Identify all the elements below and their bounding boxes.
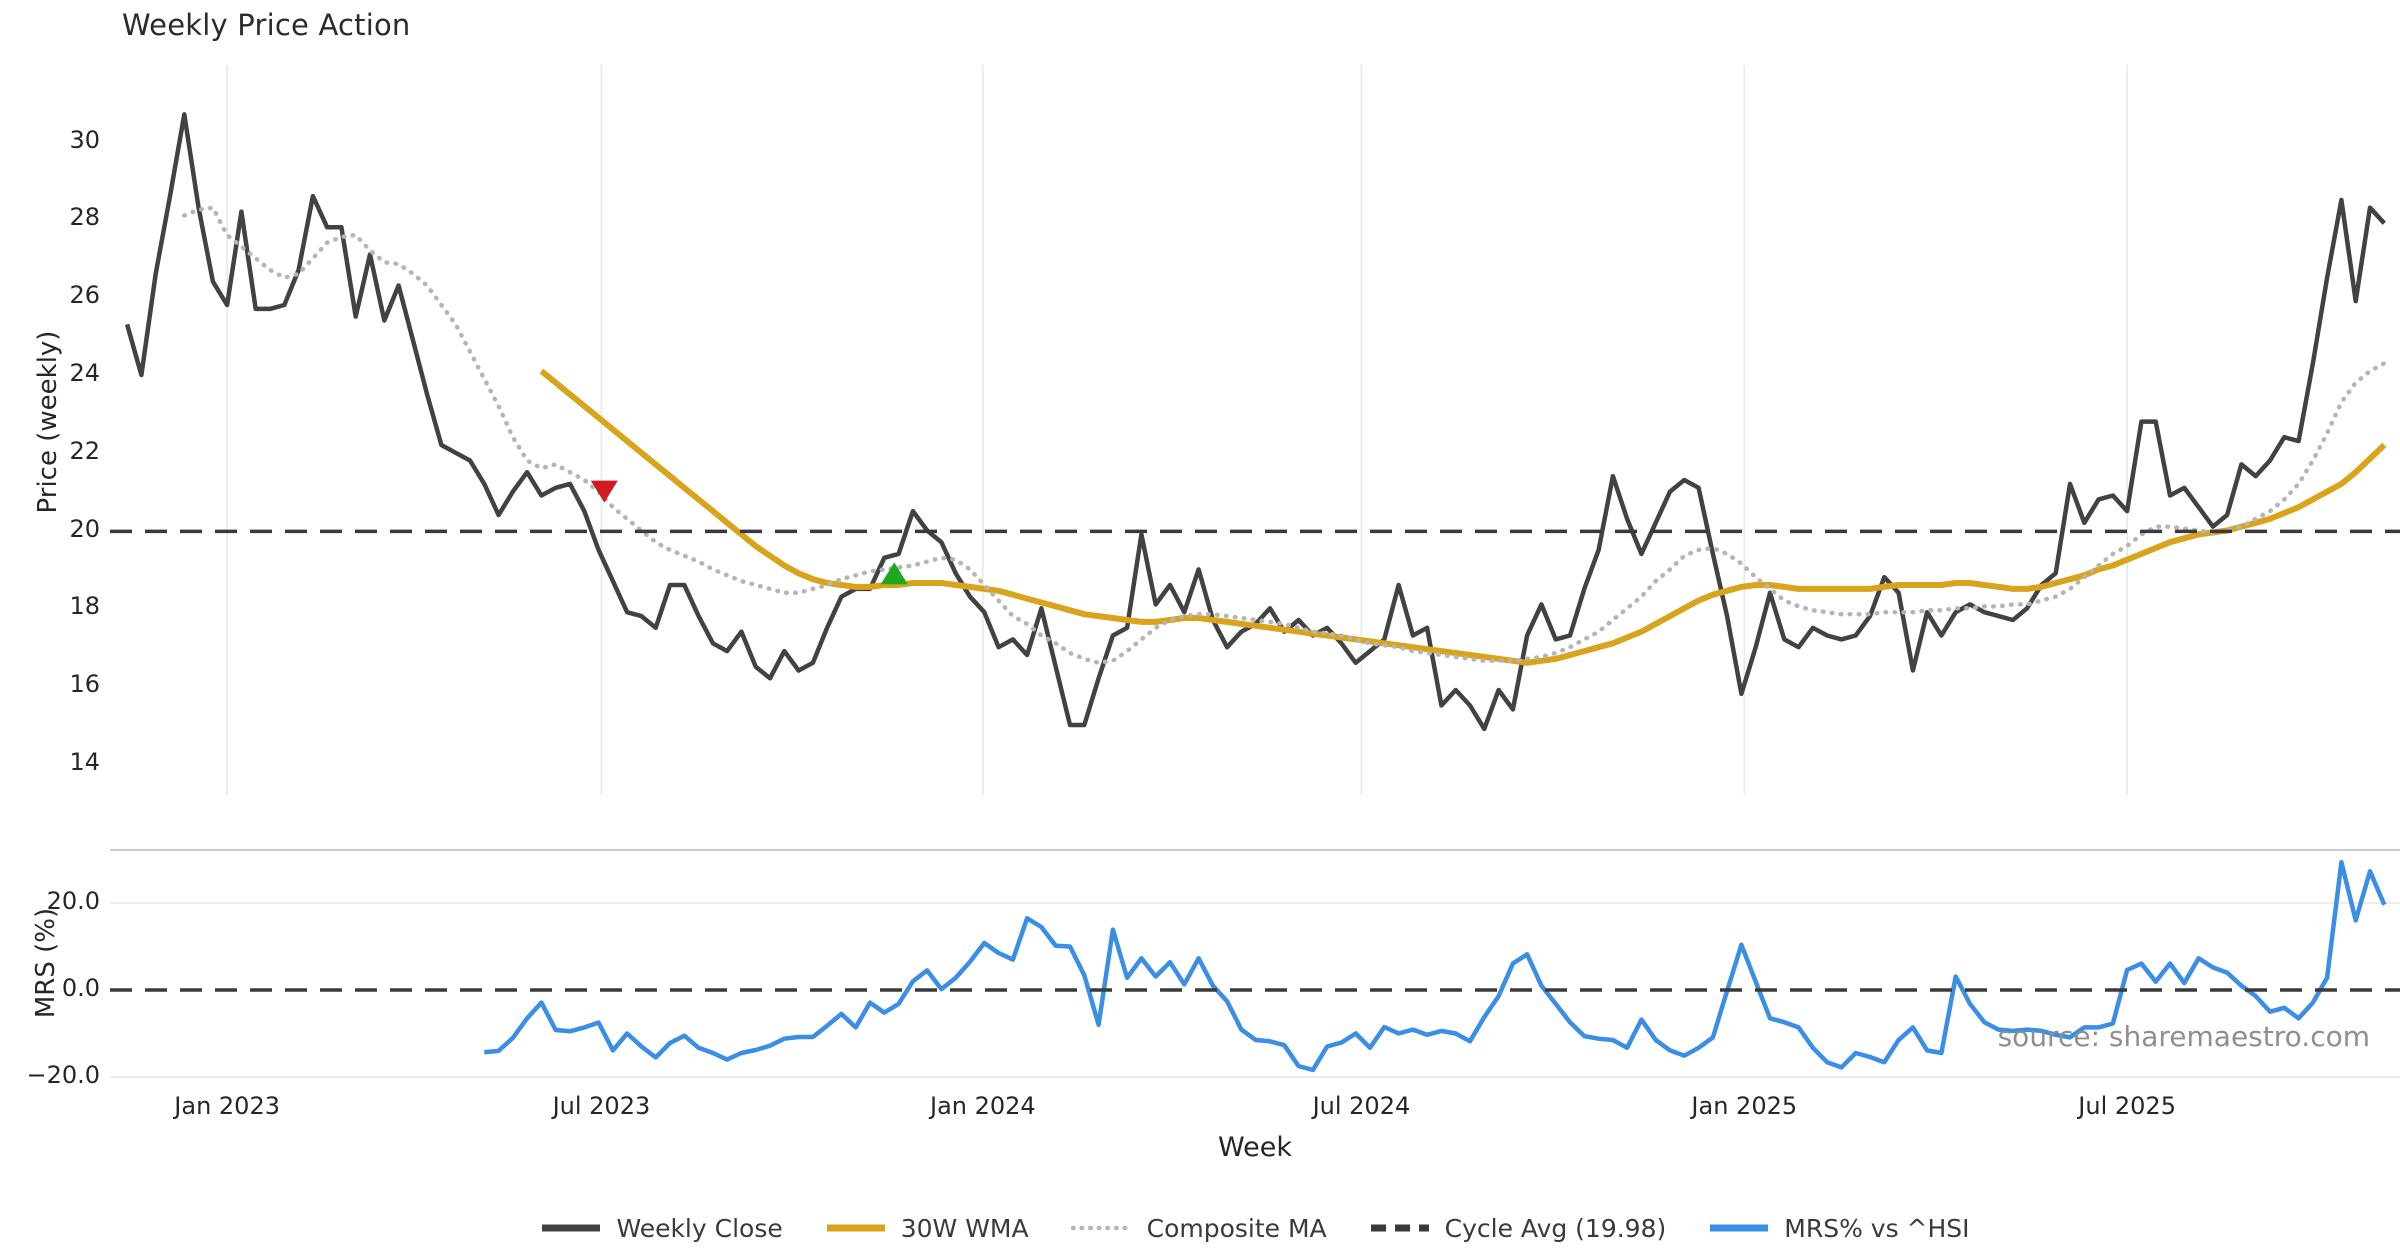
legend-label: Cycle Avg (19.98) [1444, 1213, 1667, 1243]
buy-signal-marker-icon [880, 562, 908, 585]
price-panel-svg [110, 65, 2400, 795]
y-tick-label: 18 [69, 592, 100, 621]
legend: Weekly Close 30W WMA Composite MA Cycle Avg… [110, 1202, 2400, 1254]
legend-label: Composite MA [1146, 1213, 1327, 1243]
x-axis-label: Week [1218, 1132, 1292, 1163]
legend-line-swatch-icon [1710, 1224, 1769, 1232]
legend-item-cycle-avg-19-98-: Cycle Avg (19.98) [1369, 1213, 1667, 1243]
y-tick-label: 26 [69, 281, 100, 310]
x-tick-label: Jan 2025 [1691, 1092, 1798, 1120]
legend-line-swatch-icon [1070, 1225, 1133, 1231]
legend-item-weekly-close: Weekly Close [540, 1213, 783, 1243]
y-tick-label: 24 [69, 358, 100, 387]
series-weekly-close [124, 112, 2386, 732]
series-composite-ma [182, 205, 2387, 666]
y-tick-label: 20 [69, 514, 100, 543]
x-tick-label: Jan 2024 [929, 1092, 1036, 1120]
source-note: source: sharemaestro.com [1997, 1020, 2370, 1053]
y-tick-label: 30 [69, 125, 100, 154]
legend-line-swatch-icon [1370, 1224, 1429, 1232]
y-tick-label: −20.0 [26, 1060, 100, 1089]
x-tick-label: Jul 2023 [552, 1092, 651, 1120]
price-panel [110, 65, 2400, 795]
page-title: Weekly Price Action [122, 8, 411, 42]
sell-signal-marker-icon [590, 480, 618, 503]
legend-item-30w-wma: 30W WMA [825, 1214, 1029, 1243]
mrs-panel-svg [110, 859, 2400, 1078]
x-tick-label: Jul 2024 [1312, 1092, 1411, 1120]
legend-label: 30W WMA [900, 1213, 1029, 1243]
mrs-panel [110, 850, 2400, 1090]
y-tick-label: 20.0 [46, 887, 100, 916]
y-tick-label: 14 [69, 747, 100, 776]
x-tick-label: Jan 2023 [174, 1092, 280, 1120]
legend-label: MRS% vs ^HSI [1784, 1213, 1970, 1243]
legend-item-mrs-vs-hsi: MRS% vs ^HSI [1708, 1213, 1970, 1243]
y-tick-label: 22 [69, 436, 100, 465]
panel-divider [110, 849, 2400, 851]
legend-label: Weekly Close [616, 1213, 783, 1243]
legend-item-composite-ma: Composite MA [1070, 1213, 1327, 1243]
x-tick-label: Jul 2025 [2078, 1092, 2176, 1120]
y-tick-label: 16 [69, 670, 100, 699]
series-mrs-vs-hsi [484, 859, 2387, 1073]
y-tick-label: 28 [69, 203, 100, 232]
series-30w-wma [539, 368, 2387, 666]
legend-line-swatch-icon [826, 1224, 885, 1232]
y-tick-label: 0.0 [61, 974, 100, 1002]
legend-line-swatch-icon [542, 1224, 601, 1232]
